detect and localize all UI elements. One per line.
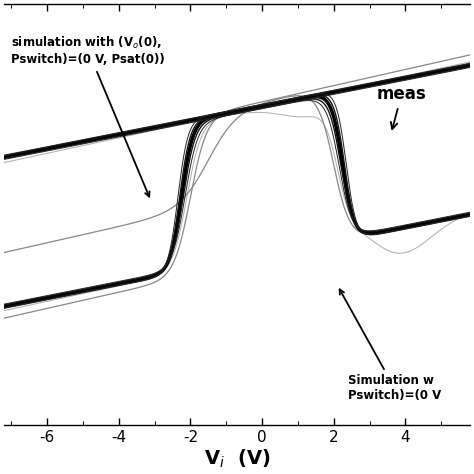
Text: Simulation w
Pswitch)=(0 V: Simulation w Pswitch)=(0 V (340, 290, 441, 402)
Text: simulation with (V$_o$(0),
Pswitch)=(0 V, Psat(0)): simulation with (V$_o$(0), Pswitch)=(0 V… (11, 36, 165, 197)
X-axis label: V$_i$  (V): V$_i$ (V) (204, 447, 270, 470)
Text: meas: meas (377, 85, 427, 129)
